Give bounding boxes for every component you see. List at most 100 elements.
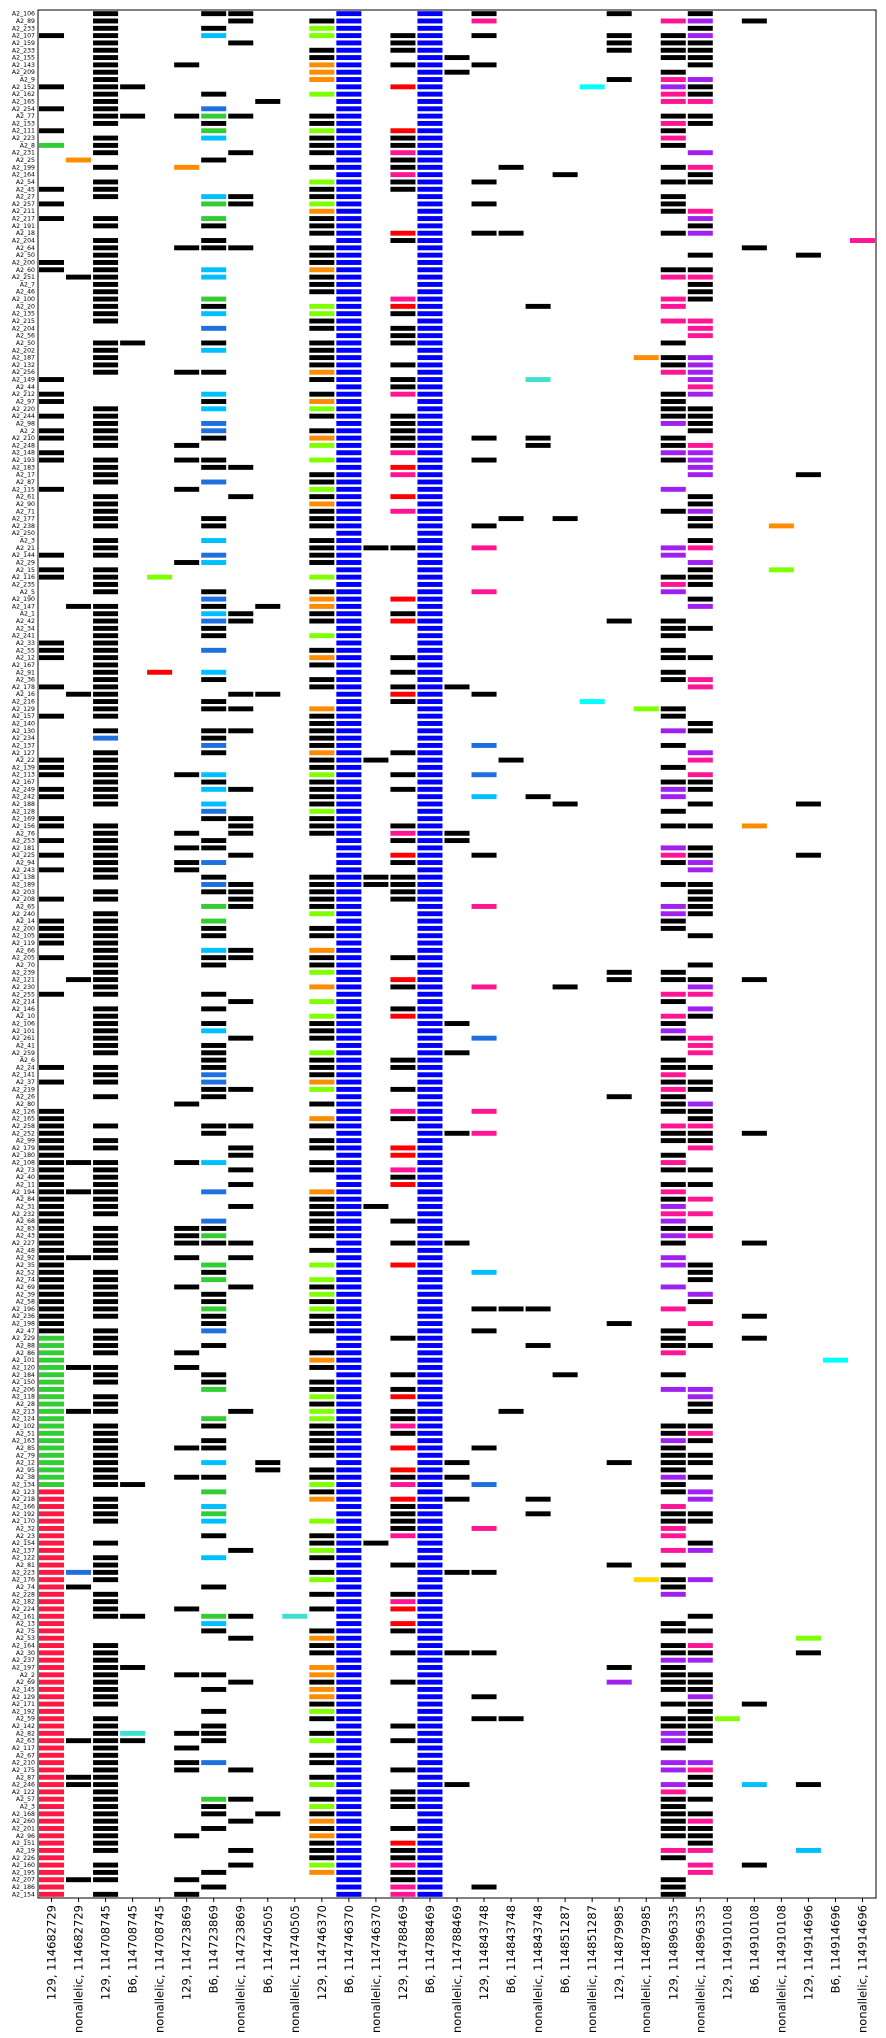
heatmap-cell	[660, 1525, 686, 1531]
heatmap-cell	[309, 1225, 335, 1231]
heatmap-cell	[39, 1357, 65, 1363]
heatmap-cell	[363, 1204, 389, 1209]
heatmap-cell	[525, 794, 551, 800]
heatmap-cell	[363, 1540, 389, 1546]
heatmap-cell	[336, 567, 362, 573]
heatmap-cell	[390, 1804, 416, 1809]
heatmap-cell	[606, 1460, 632, 1466]
heatmap-cell	[390, 1467, 416, 1473]
heatmap-cell	[39, 1343, 65, 1348]
heatmap-cell	[660, 40, 686, 46]
heatmap-cell	[417, 1028, 443, 1034]
heatmap-cell	[660, 1094, 686, 1100]
heatmap-cell	[309, 457, 335, 463]
heatmap-cell	[336, 1782, 362, 1788]
heatmap-cell	[39, 1401, 65, 1407]
heatmap-cell	[336, 399, 362, 404]
heatmap-cell	[336, 472, 362, 478]
heatmap-cell	[309, 223, 335, 229]
row-label: A2_29	[16, 560, 35, 567]
heatmap-cell	[93, 267, 119, 273]
row-label: A2_56	[16, 333, 35, 340]
heatmap-cell	[174, 1350, 200, 1356]
heatmap-cell	[336, 296, 362, 302]
heatmap-cell	[336, 655, 362, 661]
heatmap-cell	[93, 911, 119, 917]
heatmap-cell	[417, 1284, 443, 1290]
row-label: A2_86	[16, 1350, 35, 1357]
heatmap-cell	[228, 18, 254, 24]
heatmap-cell	[255, 99, 281, 104]
heatmap-cell	[660, 84, 686, 90]
heatmap-cell	[336, 486, 362, 492]
heatmap-cell	[336, 1577, 362, 1583]
row-label: A2_45	[16, 186, 35, 193]
heatmap-cell	[336, 1884, 362, 1890]
heatmap-cell	[849, 238, 875, 243]
heatmap-cell	[93, 164, 119, 170]
heatmap-cell	[390, 874, 416, 880]
heatmap-cell	[336, 794, 362, 800]
heatmap-cell	[39, 1489, 65, 1495]
row-label: A2_208	[12, 896, 35, 903]
row-label: A2_257	[12, 201, 35, 208]
heatmap-cell	[309, 1291, 335, 1297]
heatmap-cell	[417, 1621, 443, 1627]
heatmap-cell	[201, 538, 227, 543]
heatmap-cell	[660, 18, 686, 24]
column-label: 129, 114910108	[720, 1905, 734, 2000]
heatmap-cell	[336, 1138, 362, 1144]
heatmap-cell	[417, 1160, 443, 1166]
heatmap-cell	[309, 347, 335, 353]
heatmap-cell	[390, 442, 416, 448]
heatmap-cell	[417, 303, 443, 309]
heatmap-cell	[39, 1269, 65, 1275]
heatmap-cell	[417, 1072, 443, 1078]
heatmap-cell	[417, 377, 443, 383]
heatmap-cell	[336, 721, 362, 726]
heatmap-cell	[552, 801, 578, 807]
heatmap-cell	[417, 391, 443, 397]
heatmap-cell	[687, 1211, 713, 1217]
row-label: A2_188	[12, 801, 35, 808]
heatmap-cell	[309, 1013, 335, 1019]
heatmap-cell	[309, 684, 335, 690]
row-label: A2_118	[12, 1394, 35, 1401]
heatmap-cell	[93, 1650, 119, 1656]
heatmap-cell	[201, 25, 227, 31]
row-labels: A2_106A2_89A2_233A2_107A2_159A2_233A2_15…	[12, 11, 35, 1899]
heatmap-cell	[309, 33, 335, 39]
heatmap-cell	[93, 1796, 119, 1802]
heatmap-cell	[39, 552, 65, 558]
column-label: 129, 114914696	[801, 1905, 815, 2000]
heatmap-cell	[417, 838, 443, 844]
heatmap-cell	[390, 150, 416, 156]
heatmap-cell	[471, 545, 497, 551]
heatmap-cell	[687, 1277, 713, 1283]
heatmap-cell	[336, 1708, 362, 1714]
heatmap-cell	[336, 669, 362, 675]
heatmap-cell	[201, 845, 227, 851]
row-label: A2_210	[12, 1760, 35, 1767]
heatmap-cell	[552, 984, 578, 990]
heatmap-cell	[687, 296, 713, 302]
heatmap-cell	[471, 1306, 497, 1312]
heatmap-cell	[93, 1826, 119, 1831]
heatmap-cell	[201, 1621, 227, 1627]
heatmap-cell	[417, 516, 443, 522]
row-label: A2_233	[12, 25, 35, 32]
row-label: A2_140	[12, 720, 35, 727]
heatmap-cell	[417, 581, 443, 587]
row-label: A2_192	[12, 1708, 35, 1715]
heatmap-cell	[309, 194, 335, 200]
heatmap-cell	[471, 435, 497, 441]
heatmap-cell	[201, 801, 227, 807]
heatmap-cell	[336, 611, 362, 617]
heatmap-cell	[39, 1518, 65, 1524]
heatmap-cell	[309, 1189, 335, 1195]
heatmap-cell	[309, 25, 335, 31]
heatmap-cell	[336, 1686, 362, 1692]
heatmap-cell	[687, 801, 713, 807]
heatmap-cell	[201, 1884, 227, 1890]
row-label: A2_35	[16, 1262, 35, 1269]
